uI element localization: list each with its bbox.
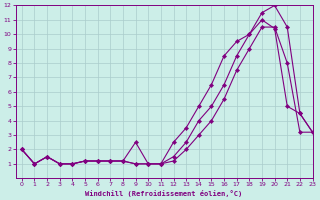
X-axis label: Windchill (Refroidissement éolien,°C): Windchill (Refroidissement éolien,°C) bbox=[85, 190, 243, 197]
